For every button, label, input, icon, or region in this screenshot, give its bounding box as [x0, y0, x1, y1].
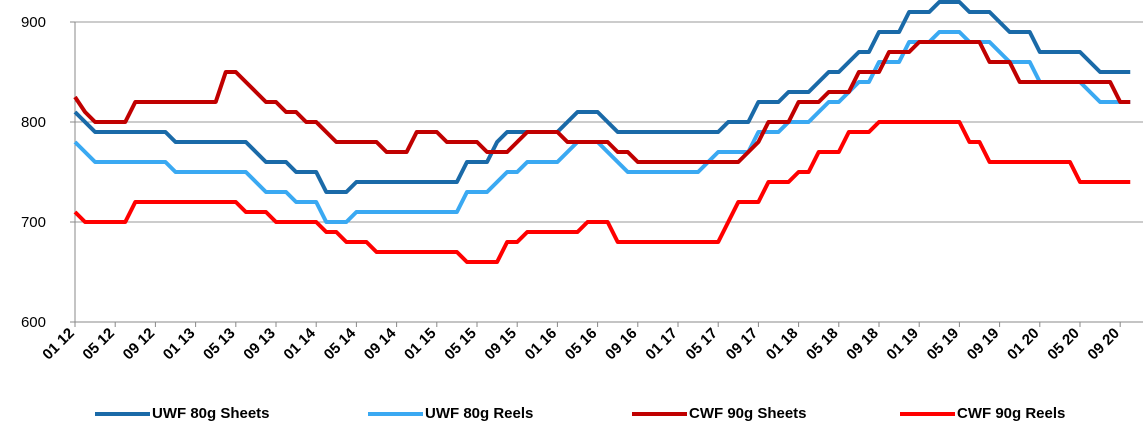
x-tick-label: 09 12: [120, 325, 159, 364]
x-tick-label: 05 20: [1044, 325, 1083, 364]
x-tick-label: 09 13: [240, 325, 279, 364]
legend-label: UWF 80g Reels: [425, 405, 533, 422]
y-tick-label: 800: [21, 114, 46, 131]
x-tick-label: 01 19: [883, 325, 922, 364]
legend-item: UWF 80g Sheets: [95, 405, 270, 422]
legend-item: CWF 90g Sheets: [632, 405, 807, 422]
x-tick-label: 05 18: [803, 325, 842, 364]
legend-label: CWF 90g Sheets: [689, 405, 807, 422]
y-tick-label: 700: [21, 214, 46, 231]
y-tick-label: 900: [21, 14, 46, 31]
x-tick-label: 01 20: [1004, 325, 1043, 364]
legend-item: CWF 90g Reels: [900, 405, 1065, 422]
x-tick-label: 05 13: [200, 325, 239, 364]
x-tick-label: 05 14: [321, 324, 360, 363]
x-tick-label: 09 19: [964, 325, 1003, 364]
x-tick-label: 09 14: [361, 324, 400, 363]
legend-label: UWF 80g Sheets: [152, 405, 270, 422]
x-tick-label: 09 17: [723, 325, 762, 364]
x-tick-label: 05 15: [441, 325, 480, 364]
legend-item: UWF 80g Reels: [368, 405, 533, 422]
series-line: [73, 30, 1131, 224]
y-tick-label: 600: [21, 314, 46, 331]
x-tick-label: 01 17: [642, 325, 681, 364]
x-tick-label: 05 16: [562, 325, 601, 364]
series-line: [73, 0, 1131, 194]
x-tick-label: 05 17: [682, 325, 721, 364]
x-tick-label: 01 18: [763, 325, 802, 364]
x-tick-label: 09 15: [481, 325, 520, 364]
x-tick-label: 09 18: [843, 325, 882, 364]
series-line: [73, 40, 1131, 164]
x-tick-label: 01 15: [401, 325, 440, 364]
x-tick-label: 01 14: [280, 324, 319, 363]
legend-label: CWF 90g Reels: [957, 405, 1065, 422]
x-tick-label: 05 12: [79, 325, 118, 364]
x-tick-label: 09 16: [602, 325, 641, 364]
x-tick-label: 01 13: [160, 325, 199, 364]
x-tick-label: 09 20: [1084, 325, 1123, 364]
series-line: [73, 120, 1131, 264]
x-tick-label: 05 19: [924, 325, 963, 364]
x-tick-label: 01 16: [522, 325, 561, 364]
